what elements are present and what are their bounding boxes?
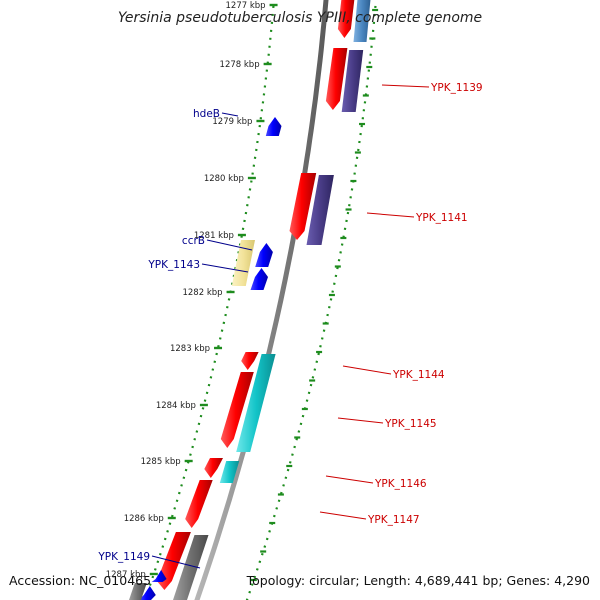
gene-feature[interactable] <box>219 461 240 483</box>
scale-label: 1285 kbp <box>141 457 181 467</box>
gene-feature[interactable] <box>306 175 334 245</box>
gene-feature[interactable] <box>341 50 364 112</box>
scale-label: 1282 kbp <box>182 288 222 298</box>
gene-feature[interactable] <box>265 117 282 136</box>
label-leader <box>366 212 415 218</box>
gene-feature[interactable] <box>353 0 371 42</box>
gene-label[interactable]: YPK_1141 <box>415 212 468 224</box>
gene-feature[interactable] <box>151 570 167 582</box>
label-leader <box>319 511 367 520</box>
scale-label: 1280 kbp <box>204 174 244 184</box>
gene-labels: YPK_1139 YPK_1141 YPK_1144 YPK_1145 YPK_1146… <box>97 82 483 569</box>
ring-guide <box>143 0 276 600</box>
gene-feature[interactable] <box>129 583 147 600</box>
gene-feature[interactable] <box>289 173 317 240</box>
gene-feature[interactable] <box>236 354 276 452</box>
scale-label: 1281 kbp <box>194 231 234 241</box>
label-leader <box>221 112 239 117</box>
accession-label: Accession: NC_010465 <box>9 573 152 588</box>
gene-feature[interactable] <box>185 480 213 528</box>
gene-label[interactable]: YPK_1145 <box>384 418 437 430</box>
gene-label[interactable]: YPK_1149 <box>97 551 150 563</box>
label-leader <box>337 417 384 424</box>
gene-feature[interactable] <box>173 535 209 600</box>
gene-feature[interactable] <box>231 240 255 286</box>
scale-label: 1284 kbp <box>156 401 196 411</box>
gene-label[interactable]: hdeB <box>193 108 220 120</box>
scale-label: 1277 kbp <box>226 1 266 11</box>
scale-label: 1287 kbp <box>106 570 146 580</box>
genome-summary: Topology: circular; Length: 4,689,441 bp… <box>246 573 590 588</box>
gene-feature[interactable] <box>255 243 273 267</box>
genome-backbone <box>194 0 329 600</box>
label-leader <box>151 555 201 569</box>
gene-label[interactable]: YPK_1144 <box>392 369 445 381</box>
gene-feature[interactable] <box>204 458 223 478</box>
gene-label[interactable]: YPK_1146 <box>374 478 427 490</box>
label-leader <box>381 84 430 88</box>
genome-title: Yersinia pseudotuberculosis YPIII, compl… <box>117 10 483 26</box>
gene-label[interactable]: ccrB <box>182 235 205 247</box>
scale-label: 1286 kbp <box>124 514 164 524</box>
ring-guides <box>143 0 379 600</box>
gene-feature[interactable] <box>139 586 156 600</box>
scale-label: 1279 kbp <box>212 117 252 127</box>
gene-features <box>129 0 371 600</box>
ring-guide <box>245 0 378 600</box>
gene-label[interactable]: YPK_1139 <box>430 82 483 94</box>
gene-feature[interactable] <box>220 372 254 448</box>
label-leader <box>342 365 392 375</box>
label-leader <box>325 475 374 484</box>
label-leader <box>206 239 253 251</box>
scale-labels: 1277 kbp 1278 kbp 1279 kbp 1280 kbp 1281 kbp… <box>106 1 278 580</box>
gene-feature[interactable] <box>250 268 269 290</box>
gene-feature[interactable] <box>241 352 259 370</box>
gene-label[interactable]: YPK_1147 <box>367 514 420 526</box>
scale-label: 1278 kbp <box>220 60 260 70</box>
gene-feature[interactable] <box>325 48 348 110</box>
gene-label[interactable]: YPK_1143 <box>147 259 200 271</box>
scale-label: 1283 kbp <box>170 344 210 354</box>
gene-feature[interactable] <box>337 0 355 38</box>
label-leader <box>201 263 249 273</box>
